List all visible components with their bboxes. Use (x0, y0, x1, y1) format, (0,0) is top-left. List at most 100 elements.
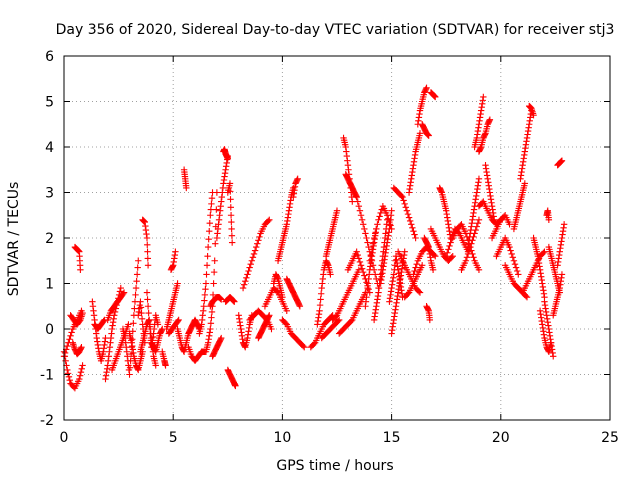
data-point (376, 213, 383, 220)
data-point (207, 320, 215, 327)
data-point (205, 235, 212, 243)
data-point (283, 307, 290, 314)
data-point (316, 307, 323, 314)
data-point (425, 132, 432, 139)
data-point (423, 84, 430, 92)
data-point (367, 251, 375, 259)
data-point (355, 255, 363, 262)
data-point (254, 240, 261, 247)
data-point (62, 357, 69, 365)
data-point (301, 344, 308, 351)
data-point (401, 200, 408, 208)
data-point (208, 194, 216, 202)
data-point (240, 281, 248, 288)
data-point (317, 296, 324, 303)
data-point (247, 260, 254, 268)
data-point (208, 308, 216, 316)
data-point (512, 264, 520, 271)
data-point (448, 254, 455, 261)
data-point (368, 246, 376, 253)
data-point (266, 216, 273, 223)
data-point (334, 317, 342, 325)
data-point (403, 207, 411, 214)
data-point (515, 271, 522, 278)
data-point (444, 249, 451, 256)
data-point (364, 239, 371, 246)
data-point (226, 180, 234, 187)
data-point (129, 328, 136, 335)
data-point (361, 272, 368, 279)
data-point (522, 292, 530, 300)
data-point (137, 304, 145, 311)
data-point (125, 321, 132, 328)
data-point (202, 280, 210, 287)
data-point (76, 375, 83, 383)
data-point (143, 234, 151, 242)
data-point (474, 220, 482, 227)
data-point (333, 207, 341, 214)
data-point (100, 317, 107, 325)
data-point (432, 253, 439, 260)
data-point (224, 155, 231, 162)
data-point (509, 254, 517, 261)
data-point (131, 298, 139, 305)
data-point (212, 240, 219, 247)
data-point (317, 290, 325, 297)
data-point (218, 296, 225, 303)
data-point (473, 223, 480, 230)
data-point (203, 262, 211, 269)
data-point (357, 262, 365, 269)
data-point (506, 221, 513, 228)
data-point (207, 212, 214, 219)
data-point (408, 221, 415, 228)
data-point (239, 284, 247, 292)
data-point (228, 239, 236, 246)
data-point (133, 271, 141, 278)
data-point (354, 251, 361, 259)
data-point (144, 296, 151, 303)
data-point (353, 193, 360, 201)
data-point (209, 291, 217, 299)
data-point (77, 266, 84, 274)
data-point (252, 243, 260, 251)
data-point (443, 253, 450, 260)
data-point (310, 340, 318, 347)
data-point (356, 207, 364, 214)
data-point (462, 257, 470, 264)
data-point (249, 254, 257, 261)
data-point (404, 210, 412, 218)
data-point (360, 268, 367, 276)
data-point (316, 301, 324, 309)
data-point (491, 216, 498, 223)
data-point (145, 316, 153, 324)
data-point (232, 382, 239, 390)
x-tick-label: 10 (273, 430, 291, 446)
data-point (369, 240, 377, 247)
data-point (432, 93, 439, 101)
data-point (357, 212, 365, 219)
data-point (227, 204, 235, 211)
data-point (550, 353, 557, 360)
data-point (207, 206, 215, 213)
data-point (64, 342, 71, 350)
data-point (117, 284, 124, 292)
data-point (210, 280, 217, 287)
data-point (144, 255, 152, 262)
data-point (411, 267, 418, 275)
data-point (410, 271, 417, 278)
data-point (361, 225, 368, 233)
x-axis-label: GPS time / hours (276, 458, 393, 474)
data-point (126, 371, 133, 378)
data-point (388, 207, 395, 214)
data-point (523, 293, 531, 301)
data-point (76, 317, 83, 325)
data-point (200, 303, 207, 310)
data-point (162, 362, 169, 369)
data-point (144, 262, 152, 269)
data-point (207, 325, 214, 333)
data-point (405, 214, 413, 221)
data-point (135, 257, 142, 264)
y-axis-label: SDTVAR / TECUs (6, 182, 22, 297)
data-point (475, 175, 483, 183)
